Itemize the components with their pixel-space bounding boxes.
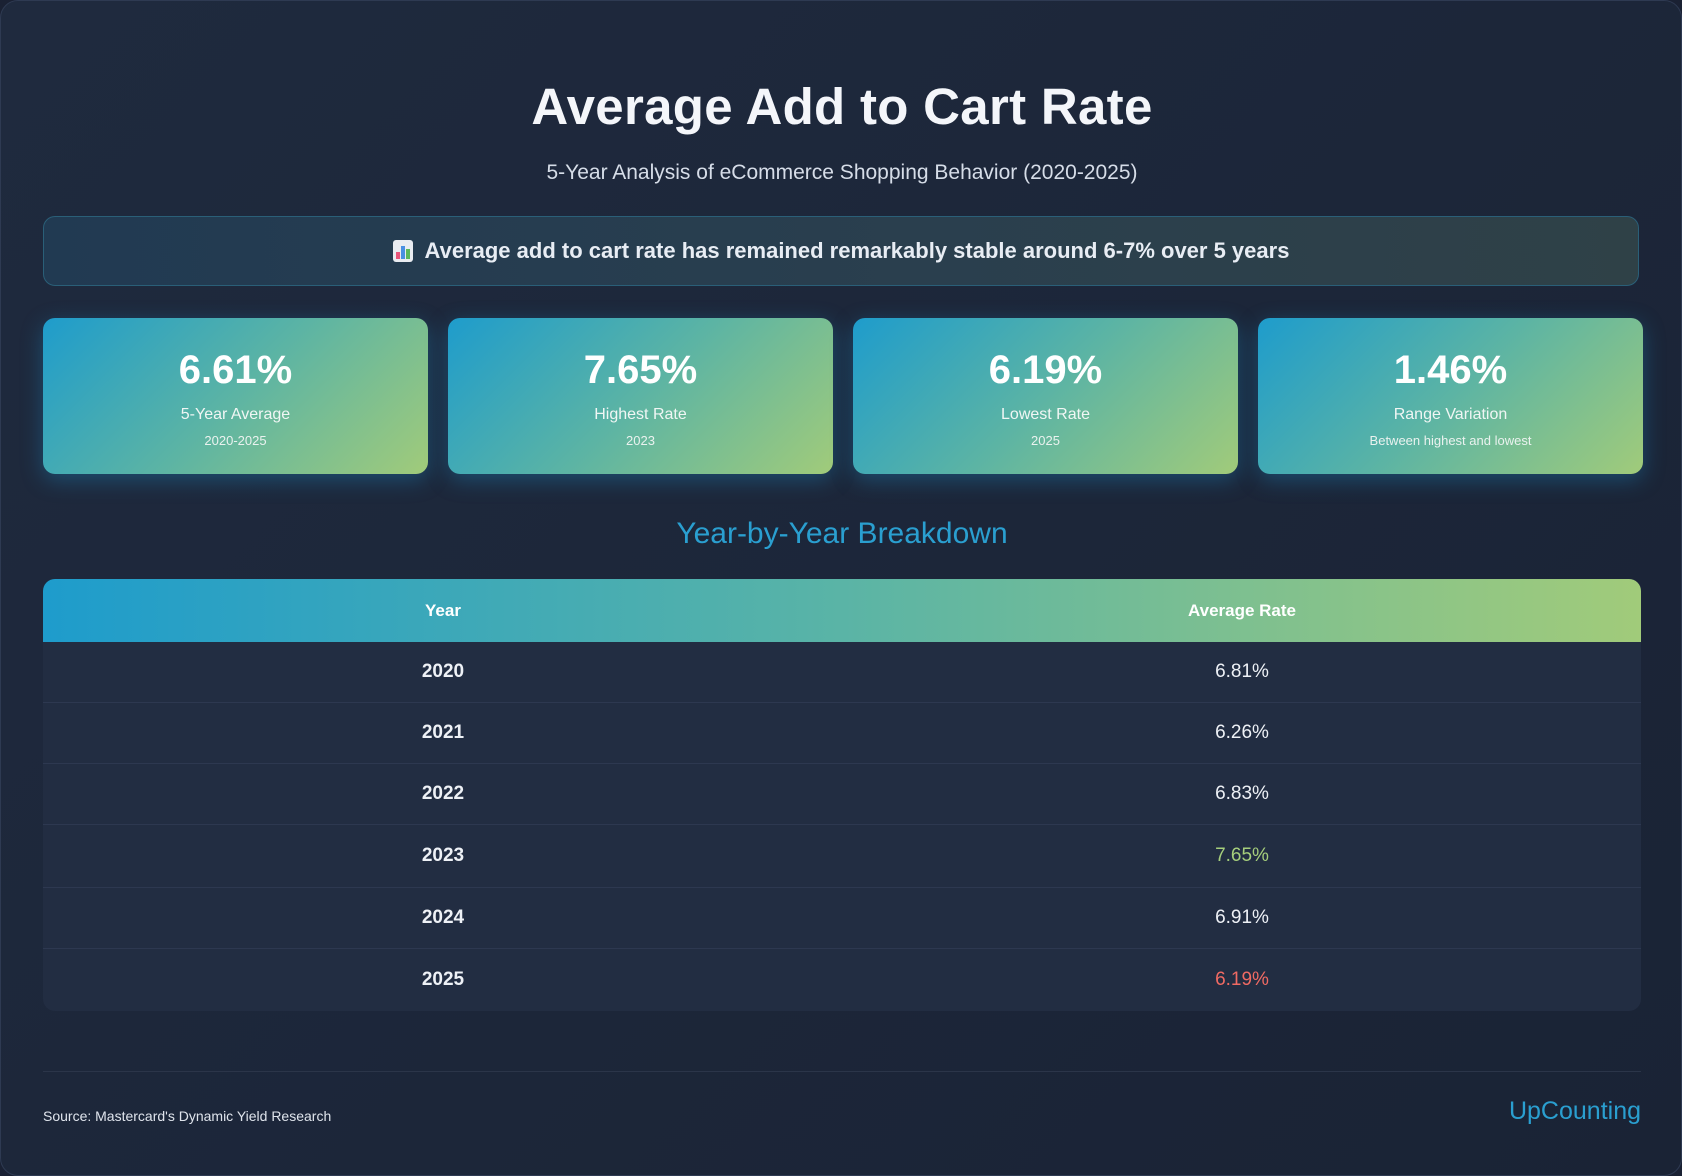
stat-card-range: 1.46% Range Variation Between highest an…	[1258, 318, 1643, 474]
stat-sublabel: 2020-2025	[204, 433, 267, 448]
column-header-rate: Average Rate	[1187, 600, 1297, 620]
cell-year: 2025	[421, 969, 465, 990]
footer-divider	[43, 1071, 1641, 1072]
insight-text: Average add to cart rate has remained re…	[424, 238, 1290, 263]
section-title: Year-by-Year Breakdown	[676, 517, 1008, 550]
page-subtitle: 5-Year Analysis of eCommerce Shopping Be…	[546, 161, 1138, 184]
cell-year: 2022	[421, 783, 465, 804]
stat-label: Highest Rate	[594, 406, 687, 423]
stat-value: 6.61%	[178, 348, 293, 392]
stat-cards: 6.61% 5-Year Average 2020-2025 7.65% Hig…	[43, 318, 1643, 474]
stat-value: 1.46%	[1393, 348, 1508, 392]
stat-label: 5-Year Average	[180, 406, 291, 423]
stat-card-average: 6.61% 5-Year Average 2020-2025	[43, 318, 428, 474]
bar-chart-icon	[392, 240, 413, 262]
table-row: 2023 7.65%	[43, 824, 1641, 887]
stat-label: Range Variation	[1393, 406, 1508, 423]
cell-rate: 6.83%	[1215, 783, 1269, 804]
table-row: 2020 6.81%	[43, 642, 1641, 702]
column-header-year: Year	[425, 600, 461, 620]
insight-banner: Average add to cart rate has remained re…	[43, 216, 1639, 286]
cell-rate: 6.81%	[1215, 661, 1269, 682]
stat-value: 7.65%	[583, 348, 698, 392]
source-note: Source: Mastercard's Dynamic Yield Resea…	[43, 1108, 332, 1124]
cell-year: 2020	[421, 661, 465, 682]
table-row: 2021 6.26%	[43, 702, 1641, 763]
brand-logo: UpCounting	[1508, 1097, 1641, 1125]
stat-label: Lowest Rate	[1001, 406, 1090, 423]
cell-rate: 6.26%	[1215, 722, 1269, 743]
stat-card-highest: 7.65% Highest Rate 2023	[448, 318, 833, 474]
cell-year: 2024	[421, 907, 465, 928]
cell-year: 2023	[421, 845, 465, 866]
cell-rate: 6.19%	[1215, 969, 1269, 990]
stat-sublabel: 2025	[1031, 433, 1060, 448]
cell-rate: 6.91%	[1215, 907, 1269, 928]
page-title: Average Add to Cart Rate	[531, 78, 1153, 135]
stat-value: 6.19%	[988, 348, 1103, 392]
stat-card-lowest: 6.19% Lowest Rate 2025	[853, 318, 1238, 474]
table-header: Year Average Rate	[43, 579, 1641, 642]
table-row: 2025 6.19%	[43, 948, 1641, 1011]
yearly-table: Year Average Rate 2020 6.81% 2021 6.26% 2022…	[43, 579, 1641, 1011]
table-body: 2020 6.81% 2021 6.26% 2022 6.83% 2023 7.65% 2024…	[43, 642, 1641, 1011]
cell-rate: 7.65%	[1215, 845, 1269, 866]
table-row: 2022 6.83%	[43, 763, 1641, 824]
table-row: 2024 6.91%	[43, 887, 1641, 948]
stat-sublabel: Between highest and lowest	[1369, 433, 1532, 448]
stat-sublabel: 2023	[626, 433, 655, 448]
cell-year: 2021	[421, 722, 465, 743]
